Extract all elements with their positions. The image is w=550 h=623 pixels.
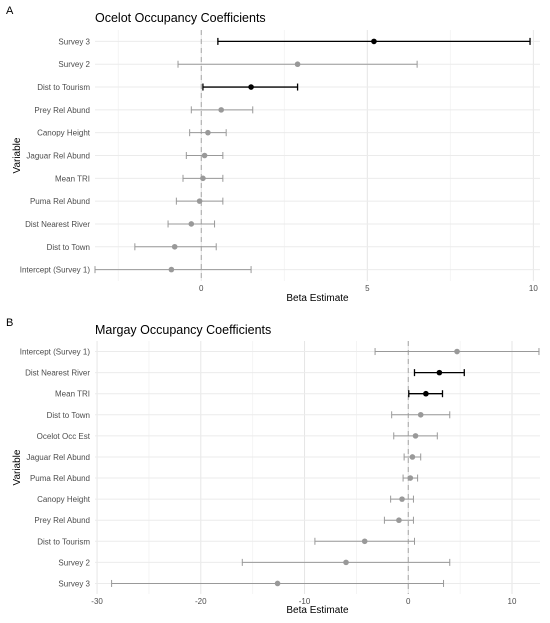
x-tick-label: 10 — [508, 597, 517, 606]
estimate-point — [371, 38, 377, 45]
chart-title: Ocelot Occupancy Coefficients — [95, 11, 266, 25]
estimate-point — [409, 454, 416, 460]
y-category-label: Dist to Town — [47, 411, 90, 420]
y-category-label: Dist to Town — [47, 243, 90, 252]
estimate-point — [396, 517, 402, 524]
y-category-label: Puma Rel Abund — [30, 474, 90, 483]
y-category-label: Canopy Height — [37, 129, 91, 138]
x-tick-label: 0 — [406, 597, 411, 606]
panel-label: B — [6, 317, 13, 329]
estimate-point — [248, 84, 254, 90]
y-category-label: Canopy Height — [37, 495, 91, 504]
estimate-point — [274, 580, 281, 587]
estimate-point — [417, 411, 424, 418]
estimate-point — [188, 221, 195, 227]
y-category-label: Dist to Tourism — [37, 83, 90, 92]
x-tick-label: -30 — [91, 597, 103, 606]
estimate-point — [407, 475, 414, 481]
estimate-point — [294, 61, 301, 68]
estimate-point — [399, 496, 405, 502]
y-category-label: Mean TRI — [55, 390, 90, 399]
estimate-point — [205, 129, 211, 136]
y-category-label: Survey 2 — [58, 60, 90, 69]
y-category-label: Puma Rel Abund — [30, 197, 90, 206]
estimate-point — [168, 266, 175, 273]
x-tick-label: -20 — [195, 597, 207, 606]
estimate-point — [423, 390, 429, 397]
estimate-point — [171, 243, 178, 250]
estimate-point — [196, 198, 203, 204]
estimate-point — [412, 433, 419, 439]
y-category-label: Dist Nearest River — [25, 369, 90, 378]
y-category-label: Dist to Tourism — [37, 537, 90, 546]
y-axis-title: Variable — [12, 449, 23, 485]
estimate-point — [343, 559, 349, 566]
y-category-label: Dist Nearest River — [25, 220, 90, 229]
y-category-label: Survey 3 — [58, 579, 90, 588]
estimate-point — [361, 538, 368, 545]
y-category-label: Survey 3 — [58, 37, 90, 46]
y-category-label: Mean TRI — [55, 174, 90, 183]
y-category-label: Survey 2 — [58, 558, 90, 567]
x-axis-title: Beta Estimate — [286, 605, 349, 616]
y-category-label: Prey Rel Abund — [34, 516, 90, 525]
estimate-point — [200, 175, 206, 182]
y-category-label: Ocelot Occ Est — [37, 432, 91, 441]
chart-title: Margay Occupancy Coefficients — [95, 323, 271, 337]
estimate-point — [436, 369, 443, 376]
y-category-label: Prey Rel Abund — [34, 106, 90, 115]
x-tick-label: 5 — [365, 284, 370, 293]
x-tick-label: -10 — [299, 597, 311, 606]
x-axis-title: Beta Estimate — [286, 293, 349, 304]
x-tick-label: 10 — [529, 284, 538, 293]
y-axis-title: Variable — [12, 137, 23, 173]
estimate-point — [454, 348, 460, 355]
y-category-label: Jaguar Rel Abund — [26, 453, 90, 462]
y-category-label: Intercept (Survey 1) — [20, 348, 91, 357]
y-category-label: Intercept (Survey 1) — [20, 266, 91, 275]
estimate-point — [218, 107, 224, 113]
estimate-point — [201, 152, 208, 159]
x-tick-label: 0 — [199, 284, 204, 293]
y-category-label: Jaguar Rel Abund — [26, 152, 90, 161]
panel-label: A — [6, 5, 14, 17]
